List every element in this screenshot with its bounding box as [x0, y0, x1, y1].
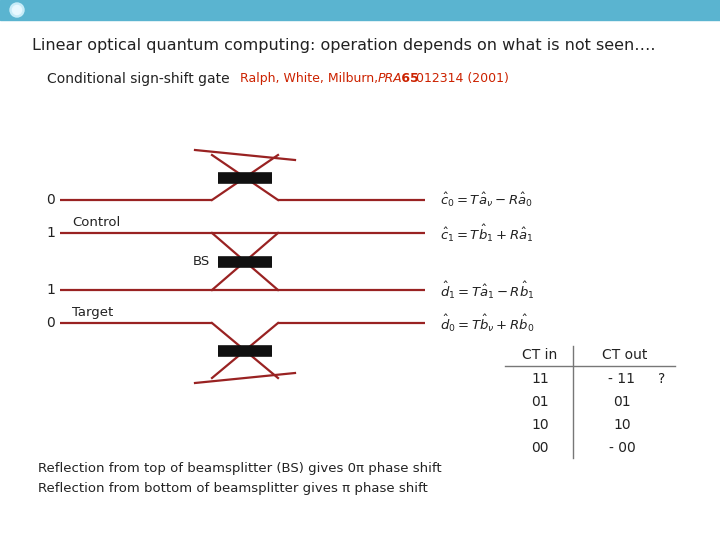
- Text: CT out: CT out: [603, 348, 648, 362]
- Text: 1: 1: [46, 226, 55, 240]
- Text: Control: Control: [72, 216, 120, 229]
- Text: $\hat{c}_0 = T\hat{a}_{\nu} - R\hat{a}_0$: $\hat{c}_0 = T\hat{a}_{\nu} - R\hat{a}_0…: [440, 191, 533, 209]
- Text: 01: 01: [531, 395, 549, 409]
- Text: - 11: - 11: [608, 372, 636, 386]
- Text: 0: 0: [46, 316, 55, 330]
- Circle shape: [10, 3, 24, 17]
- Text: 65: 65: [397, 72, 419, 85]
- Text: 012314 (2001): 012314 (2001): [412, 72, 509, 85]
- Text: Reflection from top of beamsplitter (BS) gives 0π phase shift: Reflection from top of beamsplitter (BS)…: [38, 462, 441, 475]
- Text: $\hat{d}_0 = T\hat{b}_{\nu} + R\hat{b}_0$: $\hat{d}_0 = T\hat{b}_{\nu} + R\hat{b}_0…: [440, 312, 534, 334]
- Text: - 00: - 00: [608, 441, 635, 455]
- Text: 10: 10: [613, 418, 631, 432]
- Text: 01: 01: [613, 395, 631, 409]
- Text: Linear optical quantum computing: operation depends on what is not seen….: Linear optical quantum computing: operat…: [32, 38, 655, 53]
- Text: 00: 00: [531, 441, 549, 455]
- Text: ?: ?: [658, 372, 665, 386]
- Text: BS: BS: [193, 255, 210, 268]
- Text: Conditional sign-shift gate: Conditional sign-shift gate: [47, 72, 230, 86]
- Text: PRA: PRA: [378, 72, 402, 85]
- Text: Ralph, White, Milburn,: Ralph, White, Milburn,: [240, 72, 382, 85]
- Text: 10: 10: [531, 418, 549, 432]
- Bar: [0, 0, 720, 20]
- Text: 11: 11: [531, 372, 549, 386]
- Text: CT in: CT in: [523, 348, 557, 362]
- Circle shape: [12, 5, 22, 15]
- Text: 1: 1: [46, 283, 55, 297]
- Text: $\hat{d}_1 = T\hat{a}_1 - R\hat{b}_1$: $\hat{d}_1 = T\hat{a}_1 - R\hat{b}_1$: [440, 279, 535, 301]
- Text: 0: 0: [46, 193, 55, 207]
- Text: Reflection from bottom of beamsplitter gives π phase shift: Reflection from bottom of beamsplitter g…: [38, 482, 428, 495]
- Text: $\hat{c}_1 = T\hat{b}_1 + R\hat{a}_1$: $\hat{c}_1 = T\hat{b}_1 + R\hat{a}_1$: [440, 222, 534, 244]
- Text: Target: Target: [72, 306, 113, 319]
